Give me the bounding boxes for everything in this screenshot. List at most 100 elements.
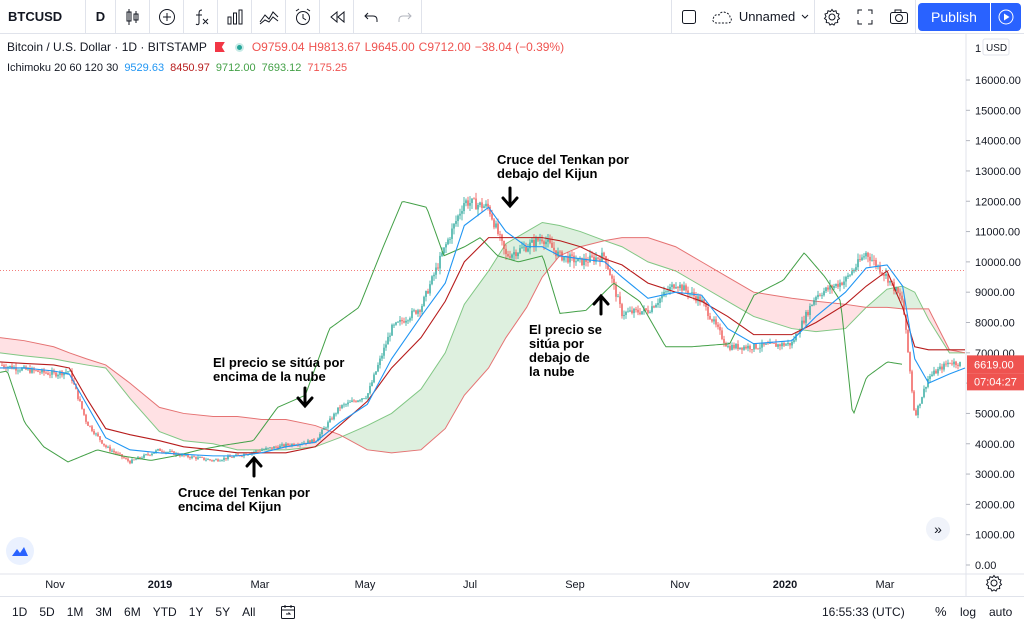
- flag-icon[interactable]: [214, 42, 225, 52]
- candle-body: [285, 443, 287, 447]
- cloud-segment: [465, 299, 468, 395]
- cloud-segment: [132, 384, 135, 405]
- candle-body: [911, 371, 913, 392]
- cloud-segment: [729, 277, 732, 304]
- indicator-value-lagging: 9712.00: [215, 62, 256, 74]
- cloud-segment: [468, 295, 471, 392]
- series-title[interactable]: Bitcoin / U.S. Dollar · 1D · BITSTAMP: [7, 40, 207, 54]
- range-1y[interactable]: 1Y: [188, 605, 204, 619]
- candle-body: [831, 285, 833, 289]
- top-toolbar: BTCUSD D: [0, 0, 1024, 34]
- camera-icon[interactable]: [882, 0, 916, 34]
- bar-chart-icon[interactable]: [218, 0, 252, 34]
- cloud-segment: [657, 240, 660, 266]
- cloud-segment: [252, 418, 255, 450]
- candle-body: [101, 440, 103, 444]
- plus-circle-icon[interactable]: [150, 0, 184, 34]
- cloud-segment: [486, 270, 489, 371]
- compare-icon[interactable]: [252, 0, 286, 34]
- redo-icon[interactable]: [388, 0, 422, 34]
- kijun-sen-line: [0, 237, 965, 454]
- symbol-search-button[interactable]: BTCUSD: [0, 0, 86, 34]
- log-scale-button[interactable]: log: [960, 605, 977, 619]
- range-3m[interactable]: 3M: [95, 605, 113, 619]
- candle-body: [591, 255, 593, 257]
- candle-body: [355, 401, 357, 403]
- candles-icon[interactable]: [116, 0, 150, 34]
- range-5y[interactable]: 5Y: [215, 605, 231, 619]
- goto-date-icon[interactable]: [280, 604, 296, 625]
- alert-icon[interactable]: [286, 0, 320, 34]
- axis-settings-icon[interactable]: [985, 574, 1003, 592]
- cloud-segment: [171, 410, 174, 438]
- publish-button[interactable]: Publish: [918, 3, 990, 31]
- range-1d[interactable]: 1D: [12, 605, 28, 619]
- cloud-segment: [624, 237, 627, 250]
- range-5d[interactable]: 5D: [39, 605, 55, 619]
- fx-icon[interactable]: [184, 0, 218, 34]
- tradingview-logo-icon[interactable]: [6, 537, 34, 565]
- layout-name-button[interactable]: Unnamed: [706, 0, 814, 34]
- price-chart-svg[interactable]: 16000.0015000.0014000.0013000.0012000.00…: [0, 34, 1024, 627]
- candle-body: [803, 320, 805, 323]
- percent-scale-button[interactable]: %: [935, 604, 947, 619]
- scroll-to-realtime-button[interactable]: »: [926, 517, 950, 541]
- candle-body: [107, 446, 109, 448]
- range-1m[interactable]: 1M: [66, 605, 84, 619]
- indicator-legend: Ichimoku 20 60 120 30 9529.63 8450.97 97…: [7, 62, 347, 74]
- candle-body: [509, 256, 511, 258]
- cloud-segment: [444, 348, 447, 430]
- cloud-segment: [693, 256, 696, 283]
- range-ytd[interactable]: YTD: [152, 605, 177, 619]
- price-tick-label: 9000.00: [975, 287, 1015, 299]
- cloud-segment: [27, 341, 30, 357]
- price-tick-label: 3000.00: [975, 469, 1015, 481]
- cloud-segment: [324, 428, 327, 444]
- candle-body: [11, 365, 13, 369]
- candle-body: [389, 335, 391, 337]
- cloud-segment: [39, 343, 42, 358]
- candle-body: [707, 306, 709, 317]
- candle-body: [451, 228, 453, 239]
- cloud-segment: [168, 409, 171, 436]
- cloud-segment: [681, 249, 684, 276]
- interval-button[interactable]: D: [86, 0, 116, 34]
- candle-body: [697, 296, 699, 302]
- main-series-legend: Bitcoin / U.S. Dollar · 1D · BITSTAMP O9…: [7, 40, 564, 54]
- candle-body: [233, 456, 235, 458]
- cloud-segment: [435, 363, 438, 438]
- candle-body: [681, 284, 683, 291]
- replay-icon[interactable]: [320, 0, 354, 34]
- candle-body: [253, 451, 255, 453]
- cloud-segment: [684, 251, 687, 278]
- candle-body: [871, 259, 873, 261]
- play-icon[interactable]: [991, 3, 1021, 31]
- candle-body: [63, 372, 65, 376]
- candle-body: [367, 393, 369, 398]
- fullscreen-icon[interactable]: [848, 0, 882, 34]
- utc-clock[interactable]: 16:55:33 (UTC): [822, 605, 905, 619]
- cloud-segment: [687, 253, 690, 280]
- cloud-segment: [30, 341, 33, 357]
- cloud-segment: [927, 308, 930, 322]
- square-icon[interactable]: [672, 0, 706, 34]
- settings-icon[interactable]: [814, 0, 848, 34]
- candle-body: [359, 400, 361, 401]
- cloud-segment: [366, 424, 369, 451]
- candle-body: [603, 252, 605, 257]
- auto-scale-button[interactable]: auto: [989, 605, 1013, 619]
- candle-body: [673, 284, 675, 289]
- candle-body: [379, 358, 381, 365]
- indicator-name[interactable]: Ichimoku 20 60 120 30: [7, 62, 119, 74]
- range-6m[interactable]: 6M: [124, 605, 141, 619]
- cloud-segment: [618, 237, 621, 247]
- candle-body: [847, 275, 849, 277]
- range-all[interactable]: All: [242, 605, 256, 619]
- time-axis-label: May: [355, 579, 376, 591]
- cloud-segment: [237, 416, 240, 450]
- cloud-segment: [666, 243, 669, 269]
- chart-area[interactable]: 16000.00 15000.00 14000.00 13000.00 12000.00…: [0, 34, 1024, 627]
- cloud-segment: [381, 417, 384, 452]
- undo-icon[interactable]: [354, 0, 388, 34]
- candle-body: [237, 454, 239, 456]
